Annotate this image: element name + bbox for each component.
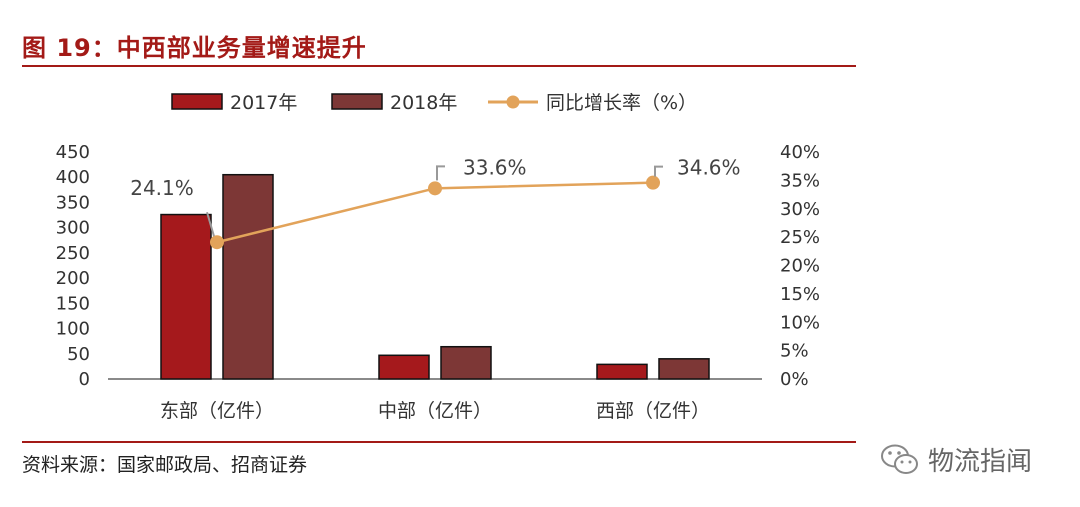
- title-divider: [22, 65, 856, 67]
- data-label: 34.6%: [677, 156, 741, 180]
- y-left-tick-label: 50: [67, 344, 90, 365]
- label-leader-line: [206, 211, 215, 237]
- chart-data-labels: 24.1% 33.6% 34.6%: [130, 155, 741, 237]
- y-right-tick-label: 20%: [780, 256, 820, 277]
- data-label: 33.6%: [463, 155, 527, 179]
- chart-legend: 2017年 2018年 同比增长率（%）: [171, 92, 697, 114]
- legend-label: 2017年: [230, 92, 297, 114]
- label-leader-line: [436, 165, 445, 181]
- x-category-label: 西部（亿件）: [596, 400, 710, 422]
- legend-line-marker: [506, 95, 520, 109]
- y-left-tick-label: 250: [56, 243, 90, 264]
- y-left-tick-label: 200: [56, 268, 90, 289]
- combo-chart: 2017年 2018年 同比增长率（%） 0 50 100 150 200 250 300 350…: [56, 92, 820, 422]
- bar: [378, 354, 430, 380]
- growth-point: [646, 175, 660, 190]
- legend-swatch: [331, 93, 383, 110]
- data-label: 24.1%: [130, 176, 194, 200]
- wechat-icon: [881, 444, 918, 474]
- label-leader-line: [654, 165, 663, 177]
- x-category-label: 中部（亿件）: [378, 400, 492, 422]
- y-right-tick-label: 25%: [780, 227, 820, 248]
- y-right-tick-label: 30%: [780, 199, 820, 220]
- y-left-tick-label: 450: [56, 142, 90, 163]
- footer-divider: [22, 441, 856, 443]
- bar: [222, 173, 274, 380]
- y-right-tick-label: 5%: [780, 341, 809, 362]
- y-right-tick-label: 10%: [780, 312, 820, 333]
- source-note: 资料来源：国家邮政局、招商证券: [22, 454, 308, 476]
- y-left-tick-label: 100: [56, 319, 90, 340]
- watermark-text: 物流指闻: [928, 447, 1033, 477]
- bar: [440, 345, 492, 380]
- bar: [658, 358, 710, 380]
- bar: [596, 363, 648, 380]
- legend-label: 同比增长率（%）: [546, 92, 697, 114]
- y-right-tick-label: 40%: [780, 142, 820, 163]
- x-category-label: 东部（亿件）: [160, 400, 274, 422]
- y-right-tick-label: 15%: [780, 284, 820, 305]
- y-right-tick-label: 35%: [780, 170, 820, 191]
- y-left-tick-label: 0: [79, 369, 90, 390]
- chart-bars: [160, 173, 710, 380]
- y-left-tick-label: 350: [56, 192, 90, 213]
- y-left-tick-label: 300: [56, 218, 90, 239]
- page-title: 图 19：中西部业务量增速提升: [22, 34, 367, 62]
- watermark: 物流指闻: [880, 441, 1032, 478]
- growth-point: [210, 235, 224, 250]
- legend-label: 2018年: [390, 92, 457, 114]
- y-right-tick-label: 0%: [780, 369, 809, 390]
- growth-point: [428, 181, 442, 196]
- growth-line: [210, 175, 660, 250]
- y-left-tick-label: 400: [56, 167, 90, 188]
- y-left-tick-label: 150: [56, 293, 90, 314]
- chart-axes: 0 50 100 150 200 250 300 350 400 450 0% 5% 10% 15% 20%…: [56, 142, 820, 422]
- legend-swatch: [171, 93, 223, 110]
- bar: [160, 213, 212, 380]
